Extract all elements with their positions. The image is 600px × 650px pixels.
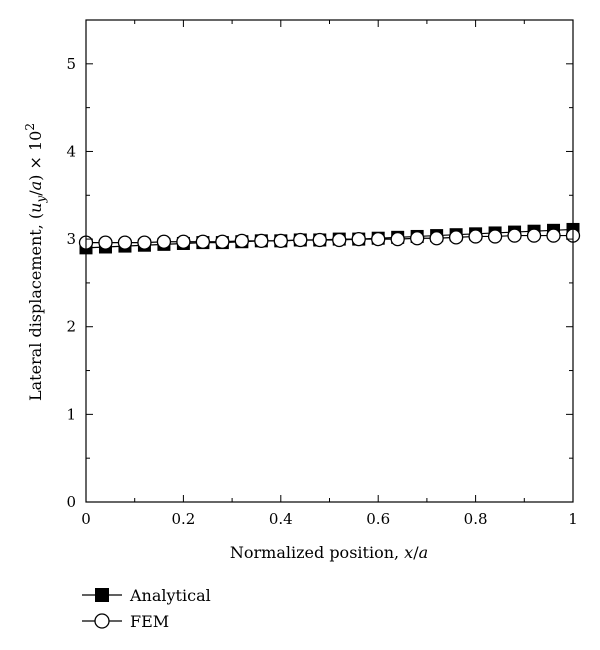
plot-frame	[85, 19, 574, 503]
x-tick-label: 0.8	[464, 510, 488, 528]
data-point-fem	[351, 231, 366, 247]
y-axis-label: Lateral displacement, (uy/a) × 102	[23, 123, 48, 401]
data-point-fem	[468, 229, 483, 244]
y-tick-label: 3	[66, 230, 76, 248]
data-point-fem	[526, 228, 542, 243]
data-point-fem	[176, 234, 191, 249]
legend: Analytical FEM	[82, 582, 211, 634]
y-tick-label: 4	[66, 142, 76, 160]
x-tick-label: 0.6	[366, 510, 390, 528]
legend-item-analytical: Analytical	[82, 582, 211, 608]
chart-marks	[78, 222, 581, 255]
x-tick-label: 0.2	[171, 510, 195, 528]
data-point-fem	[273, 233, 288, 248]
data-point-fem	[215, 234, 230, 249]
y-tick-label: 2	[66, 318, 76, 336]
chart: 0 0.2 0.4 0.6 0.8 1 0 1 2 3 4 5 Normalized position…	[23, 19, 581, 562]
x-tick-label: 0	[81, 510, 91, 528]
data-point-fem	[98, 235, 113, 250]
y-tick-label: 1	[66, 405, 76, 423]
x-axis-label: Normalized position, x/a	[230, 543, 428, 562]
legend-marker-fem	[82, 613, 122, 629]
axis-ticks: 0 0.2 0.4 0.6 0.8 1 0 1 2 3 4 5	[66, 20, 578, 528]
data-point-fem	[156, 234, 172, 249]
y-tick-label: 0	[66, 493, 76, 511]
data-point-fem	[546, 228, 561, 243]
data-point-fem	[487, 229, 503, 244]
data-point-fem	[293, 232, 308, 248]
data-point-fem	[371, 231, 386, 247]
y-tick-label: 5	[66, 55, 76, 73]
data-point-fem	[448, 230, 464, 245]
legend-label-analytical: Analytical	[130, 585, 211, 605]
x-tick-label: 0.4	[269, 510, 293, 528]
data-point-fem	[234, 233, 249, 248]
data-point-fem	[390, 231, 405, 247]
data-point-fem	[117, 235, 133, 250]
data-point-fem	[332, 232, 347, 248]
data-point-fem	[195, 234, 211, 249]
data-point-fem	[137, 235, 152, 250]
data-point-fem	[254, 233, 269, 248]
data-point-fem	[507, 228, 522, 243]
data-point-fem	[410, 231, 425, 246]
data-point-fem	[312, 232, 327, 248]
legend-marker-analytical	[82, 588, 122, 602]
legend-label-fem: FEM	[130, 611, 170, 631]
data-point-fem	[429, 231, 444, 246]
legend-item-fem: FEM	[82, 608, 211, 634]
x-tick-label: 1	[568, 510, 578, 528]
